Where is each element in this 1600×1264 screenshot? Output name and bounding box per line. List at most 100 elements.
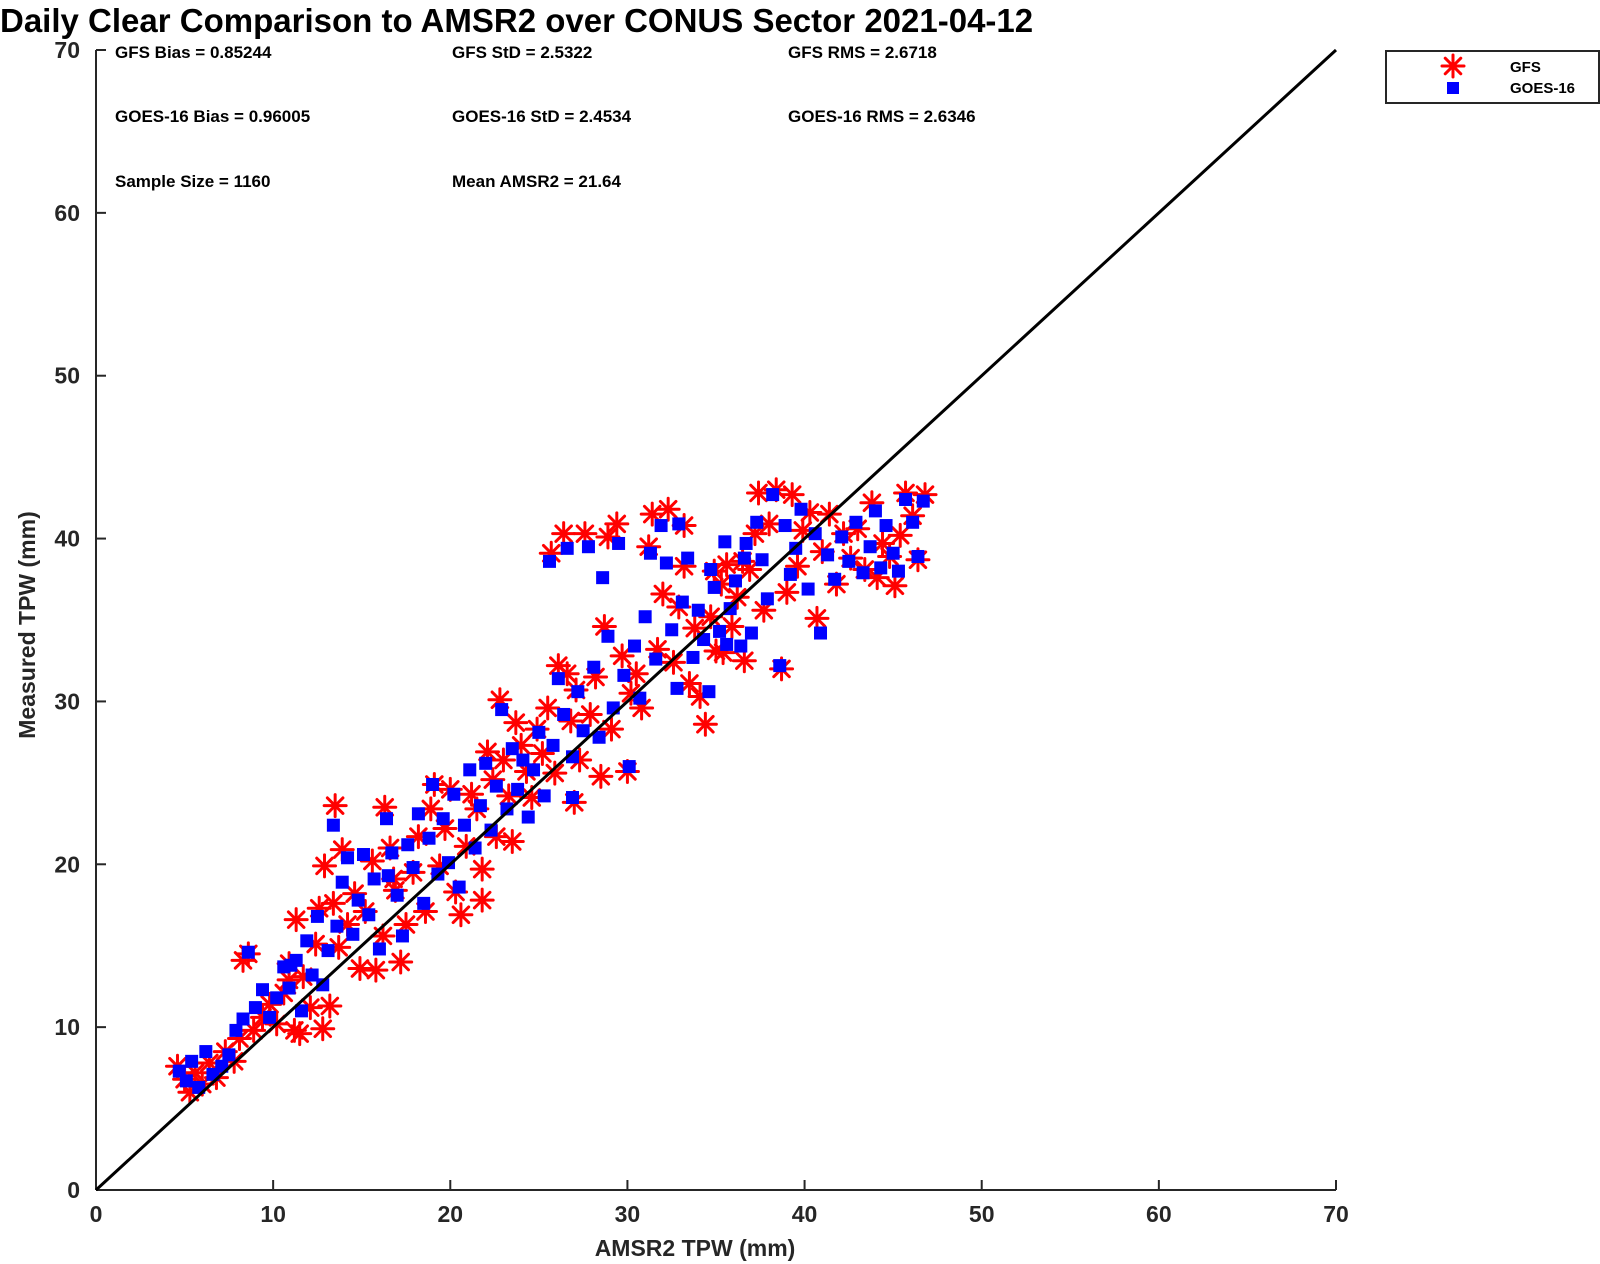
goes16-point — [874, 561, 888, 575]
goes16-point — [665, 623, 679, 637]
gfs-point — [650, 581, 676, 607]
gfs-point — [572, 521, 598, 547]
gfs-point — [687, 684, 713, 710]
stat-annotation: Sample Size = 1160 — [115, 172, 270, 191]
goes16-point — [463, 763, 477, 777]
goes16-point — [886, 546, 900, 560]
stat-annotation: GOES-16 RMS = 2.6346 — [788, 107, 976, 126]
goes16-point — [495, 703, 509, 717]
gfs-point — [660, 649, 686, 675]
goes16-point — [316, 978, 330, 992]
gfs-point — [804, 605, 830, 631]
goes16-point — [248, 1001, 262, 1015]
goes16-point — [728, 574, 742, 588]
goes16-point — [659, 556, 673, 570]
goes16-point — [321, 944, 335, 958]
goes16-point — [256, 983, 270, 997]
legend-goes16-label: GOES-16 — [1510, 80, 1575, 97]
goes16-point — [185, 1054, 199, 1068]
goes16-point — [576, 724, 590, 738]
goes16-point — [489, 779, 503, 793]
goes16-point — [566, 791, 580, 805]
goes16-point — [783, 567, 797, 581]
goes16-point — [516, 753, 530, 767]
y-tick-label: 40 — [54, 526, 80, 552]
goes16-point — [390, 888, 404, 902]
gfs-point — [310, 1016, 336, 1042]
gfs-point — [604, 511, 630, 537]
goes16-point — [395, 929, 409, 943]
x-tick-label: 20 — [437, 1201, 463, 1227]
goes16-point — [511, 782, 525, 796]
x-tick-label: 50 — [969, 1201, 995, 1227]
goes16-point — [457, 818, 471, 832]
goes16-point — [282, 981, 296, 995]
y-tick-label: 0 — [67, 1177, 80, 1203]
goes16-point — [542, 554, 556, 568]
goes16-point — [638, 610, 652, 624]
goes16-point — [760, 592, 774, 606]
gfs-point — [469, 856, 495, 882]
gfs-point — [719, 614, 745, 640]
goes16-point — [406, 861, 420, 875]
goes16-point — [241, 945, 255, 959]
goes16-point — [380, 812, 394, 826]
goes16-point — [417, 896, 431, 910]
goes16-point — [622, 760, 636, 774]
goes16-point — [704, 563, 718, 577]
goes16-point — [675, 595, 689, 609]
goes16-point — [422, 831, 436, 845]
goes16-point — [300, 934, 314, 948]
x-tick-label: 0 — [90, 1201, 103, 1227]
goes16-point — [828, 572, 842, 586]
goes16-point — [856, 566, 870, 580]
goes16-point — [755, 553, 769, 567]
goes16-point — [367, 872, 381, 886]
goes16-point — [801, 582, 815, 596]
gfs-point — [746, 480, 772, 506]
goes16-point — [546, 738, 560, 752]
x-tick-label: 30 — [615, 1201, 641, 1227]
gfs-point — [598, 716, 624, 742]
goes16-point — [335, 875, 349, 889]
goes16-point — [356, 848, 370, 862]
goes16-point — [794, 502, 808, 516]
goes16-point — [612, 536, 626, 550]
goes16-point — [778, 519, 792, 533]
goes16-point — [835, 530, 849, 544]
goes16-point — [362, 908, 376, 922]
y-tick-label: 70 — [54, 37, 80, 63]
gfs-point — [388, 949, 414, 975]
goes16-point — [911, 549, 925, 563]
gfs-point — [692, 711, 718, 737]
goes16-point — [341, 851, 355, 865]
x-tick-label: 60 — [1146, 1201, 1172, 1227]
goes16-point — [346, 927, 360, 941]
gfs-point — [577, 701, 603, 727]
goes16-point — [199, 1045, 213, 1059]
legend-box — [1385, 50, 1600, 104]
legend-gfs-asterisk — [1440, 53, 1466, 79]
gfs-point — [503, 710, 529, 736]
gfs-point — [887, 522, 913, 548]
gfs-point — [469, 887, 495, 913]
goes16-point — [411, 807, 425, 821]
goes16-series — [172, 488, 930, 1094]
goes16-point — [713, 624, 727, 638]
gfs-point — [499, 828, 525, 854]
goes16-point — [436, 812, 450, 826]
statistics-annotations: GFS Bias = 0.85244 GFS StD = 2.5322 GFS RM… — [115, 43, 976, 191]
gfs-point — [774, 579, 800, 605]
goes16-point — [899, 492, 913, 506]
goes16-point — [891, 564, 905, 578]
one-to-one-reference-line — [94, 48, 1338, 1192]
goes16-point — [672, 517, 686, 531]
goes16-point — [305, 968, 319, 982]
stat-annotation: GOES-16 Bias = 0.96005 — [115, 107, 310, 126]
goes16-point — [284, 958, 298, 972]
goes16-point — [532, 725, 546, 739]
y-tick-label: 60 — [54, 200, 80, 226]
goes16-point — [686, 650, 700, 664]
goes16-point — [385, 846, 399, 860]
